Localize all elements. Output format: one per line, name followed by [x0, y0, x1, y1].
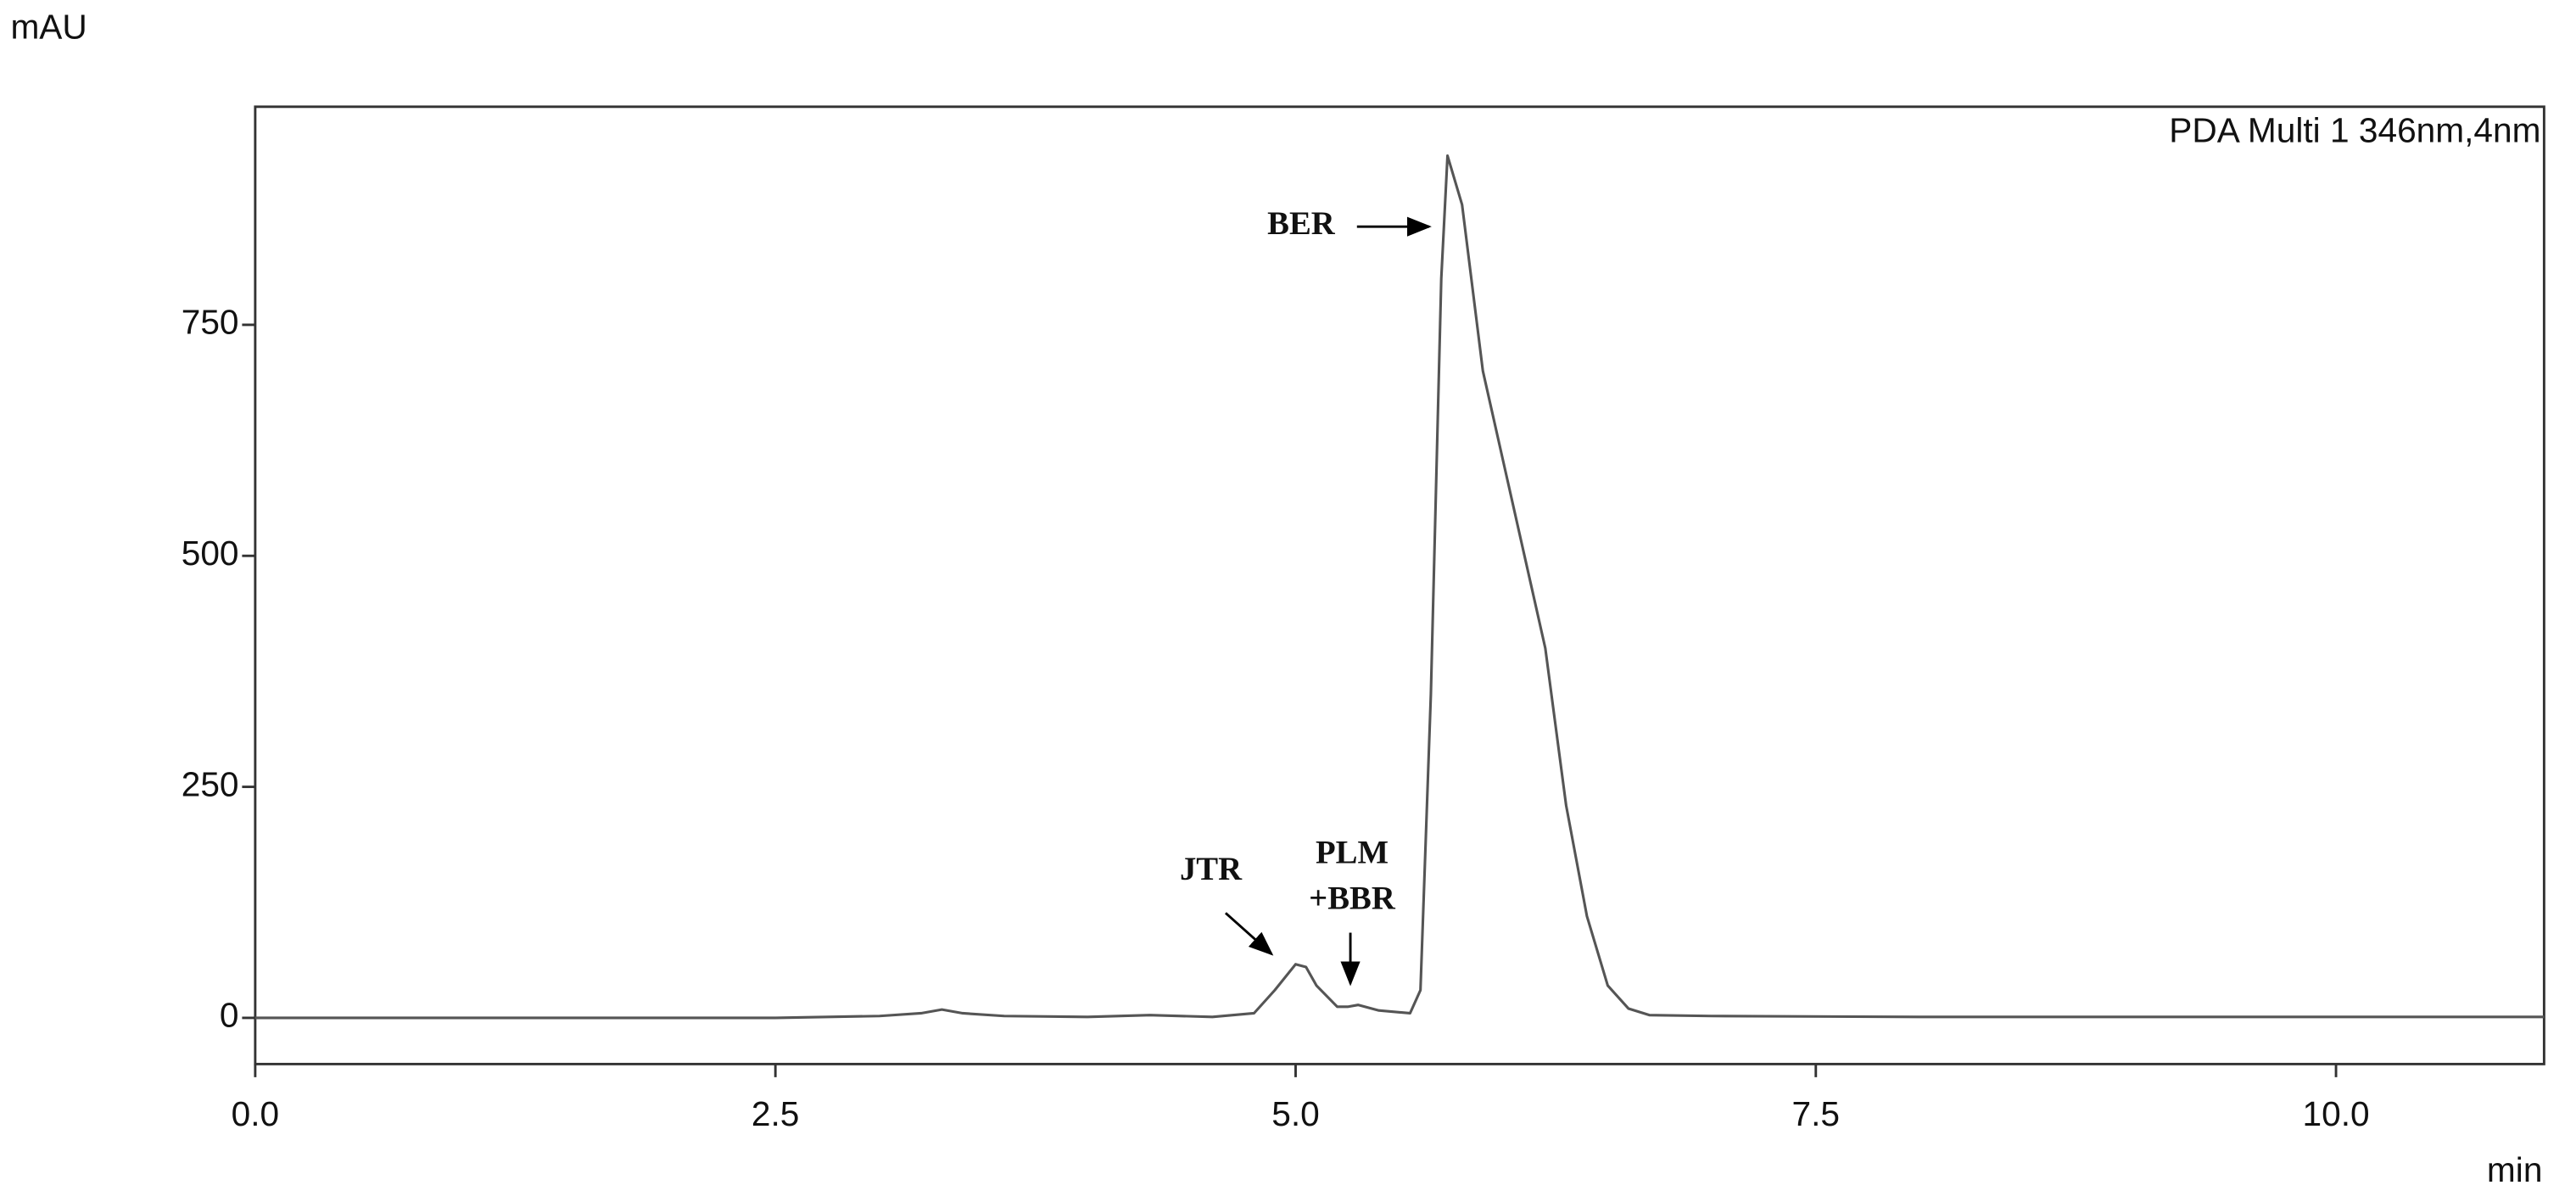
x-axis-label: min	[2487, 1150, 2543, 1189]
arrow	[1224, 912, 1274, 956]
x-tick-label: 0.0	[232, 1094, 279, 1133]
y-tick-label: 250	[182, 764, 239, 803]
annotation: BER	[1267, 206, 1336, 242]
plot-frame	[254, 105, 2545, 1065]
x-tick-label: 7.5	[1792, 1094, 1841, 1133]
x-tick-label: 2.5	[752, 1094, 799, 1133]
x-tick-label: 10.0	[2303, 1094, 2370, 1133]
annotation: JTR	[1180, 852, 1243, 887]
y-axis-label: mAU	[10, 8, 87, 47]
x-tick-label: 5.0	[1271, 1094, 1320, 1133]
y-tick-label: 0	[220, 996, 239, 1035]
y-tick-label: 500	[182, 534, 239, 573]
annotation: +BBR	[1309, 881, 1396, 917]
y-tick-label: 750	[182, 303, 239, 342]
annotation: PLM	[1316, 835, 1389, 870]
signal-line	[254, 154, 2545, 1020]
legend-text: PDA Multi 1 346nm,4nm	[2169, 111, 2540, 150]
